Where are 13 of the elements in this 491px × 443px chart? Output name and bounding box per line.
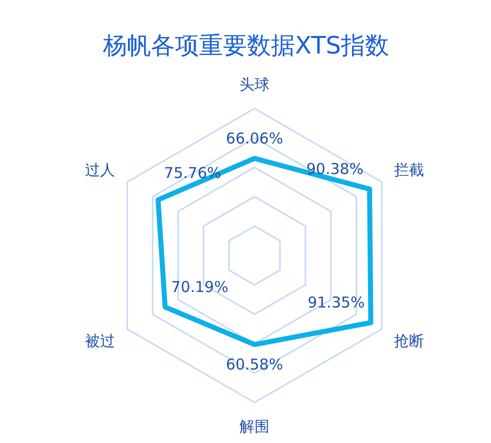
text: 91.35%	[308, 294, 365, 312]
text: 60.58%	[226, 356, 284, 374]
text: 75.76%	[164, 164, 222, 182]
spoke-label: 过人	[85, 161, 116, 179]
text: 70.19%	[171, 278, 228, 296]
spoke-label: 解围	[240, 418, 270, 436]
spoke-label: 拦截	[394, 161, 424, 179]
chart-title: 杨帆各项重要数据XTS指数	[102, 32, 389, 60]
spoke-label: 抢断	[394, 332, 424, 350]
text: 66.06%	[226, 129, 284, 148]
spoke-label: 头球	[240, 76, 270, 94]
text: 90.38%	[306, 160, 364, 178]
spoke-label: 被过	[85, 332, 116, 350]
